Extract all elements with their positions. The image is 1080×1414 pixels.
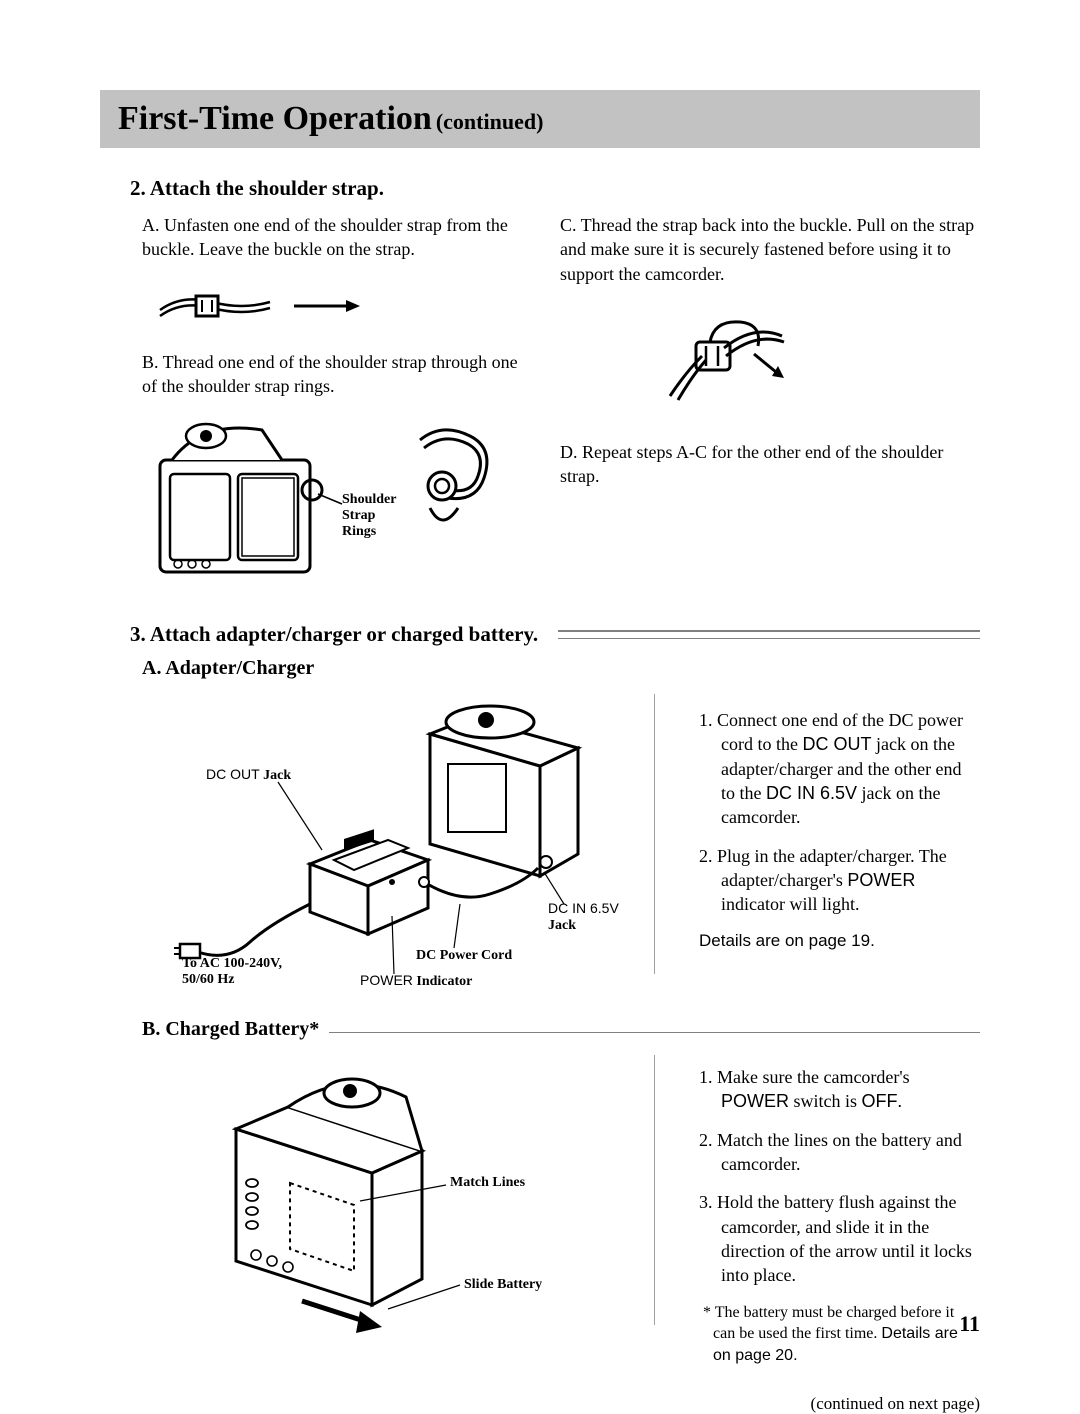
- section-2-heading: 2. Attach the shoulder strap.: [130, 176, 980, 201]
- step-b-text: B. Thread one end of the shoulder strap …: [142, 350, 520, 399]
- sub-b-heading: B. Charged Battery*: [142, 1018, 329, 1041]
- step-3b-3: 3. Hold the battery flush against the ca…: [699, 1190, 980, 1287]
- callout-power-indicator: POWER Indicator: [360, 972, 472, 990]
- continued-note: (continued on next page): [679, 1394, 980, 1414]
- step-3b-2: 2. Match the lines on the battery and ca…: [699, 1128, 980, 1177]
- horizontal-rule: [329, 1032, 980, 1033]
- title-bar: First-Time Operation (continued): [100, 90, 980, 148]
- step-3b-1: 1. Make sure the camcorder's POWER switc…: [699, 1065, 980, 1114]
- adapter-charger-diagram: DC OUT Jack To AC 100-240V, 50/60 Hz POW…: [160, 694, 630, 994]
- section-2-columns: A. Unfasten one end of the shoulder stra…: [100, 213, 980, 610]
- decorative-rule: [558, 630, 980, 632]
- camcorder-rings-diagram: Shoulder Strap Rings: [142, 412, 520, 592]
- step-3a-1: 1. Connect one end of the DC power cord …: [699, 708, 980, 829]
- section-3a-row: DC OUT Jack To AC 100-240V, 50/60 Hz POW…: [100, 694, 980, 994]
- page-number: 11: [959, 1311, 980, 1337]
- section-3b-row: Match Lines Slide Battery 1. Make sure t…: [100, 1055, 980, 1414]
- callout-dcin-jack: DC IN 6.5V Jack: [548, 900, 619, 934]
- details-link-a: Details are on page 19.: [699, 931, 980, 951]
- callout-slide-battery: Slide Battery: [464, 1277, 542, 1293]
- page-title: First-Time Operation: [118, 100, 432, 137]
- step-d-text: D. Repeat steps A-C for the other end of…: [560, 440, 980, 489]
- battery-footnote: * The battery must be charged before it …: [699, 1302, 980, 1367]
- callout-shoulder-strap-rings: Shoulder Strap Rings: [342, 492, 396, 540]
- callout-dc-power-cord: DC Power Cord: [416, 948, 512, 964]
- sub-b-heading-row: B. Charged Battery*: [142, 1018, 980, 1041]
- section-2-left: A. Unfasten one end of the shoulder stra…: [100, 213, 520, 610]
- strap-fasten-diagram: [650, 306, 980, 416]
- section-2-right: C. Thread the strap back into the buckle…: [560, 213, 980, 610]
- section-3b-text: 1. Make sure the camcorder's POWER switc…: [679, 1055, 980, 1414]
- section-3a-text: 1. Connect one end of the DC power cord …: [679, 694, 980, 994]
- decorative-rule: [558, 638, 980, 640]
- page-title-sub: (continued): [436, 109, 544, 134]
- strap-unfasten-diagram: [152, 276, 520, 332]
- vertical-divider: [654, 694, 655, 974]
- step-a-text: A. Unfasten one end of the shoulder stra…: [142, 213, 520, 262]
- section-3-heading: 3. Attach adapter/charger or charged bat…: [130, 622, 538, 647]
- step-c-text: C. Thread the strap back into the buckle…: [560, 213, 980, 286]
- callout-toac: To AC 100-240V, 50/60 Hz: [182, 956, 282, 988]
- callout-match-lines: Match Lines: [450, 1175, 525, 1191]
- step-3a-2: 2. Plug in the adapter/charger. The adap…: [699, 844, 980, 917]
- vertical-divider: [654, 1055, 655, 1325]
- charged-battery-diagram: Match Lines Slide Battery: [160, 1055, 630, 1345]
- sub-a-heading: A. Adapter/Charger: [142, 657, 980, 680]
- callout-dcout-jack: DC OUT Jack: [206, 766, 291, 784]
